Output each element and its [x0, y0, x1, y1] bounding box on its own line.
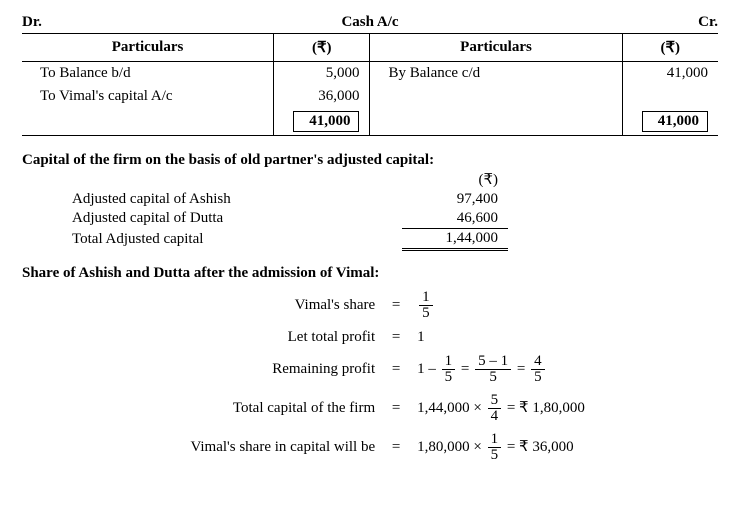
adj-value: 46,600: [402, 209, 508, 229]
calc-row: Remaining profit = 1 – 15 = 5 – 15 = 45: [149, 350, 591, 389]
adjusted-table: (₹) Adjusted capital of Ashish 97,400 Ad…: [62, 169, 508, 251]
dr-amt: 5,000: [274, 62, 370, 86]
calc-label: Vimal's share: [149, 286, 381, 325]
calc-row: Let total profit = 1: [149, 325, 591, 350]
table-row: Total Adjusted capital 1,44,000: [62, 229, 508, 250]
calc-expr: 1,80,000 × 15 = ₹ 36,000: [411, 428, 591, 467]
calc-row: Vimal's share in capital will be = 1,80,…: [149, 428, 591, 467]
col-amount-cr: (₹): [622, 34, 718, 62]
calc-expr: 1,44,000 × 54 = ₹ 1,80,000: [411, 389, 591, 428]
adj-value: 97,400: [402, 190, 508, 209]
cr-part: [370, 85, 622, 108]
adj-label: Adjusted capital of Ashish: [62, 190, 402, 209]
calc-expr: 1 – 15 = 5 – 15 = 45: [411, 350, 591, 389]
cr-part: By Balance c/d: [370, 62, 622, 86]
dr-part: To Balance b/d: [22, 62, 274, 86]
cr-total: 41,000: [642, 111, 708, 132]
adjusted-capital-section: Capital of the firm on the basis of old …: [22, 152, 718, 251]
account-title: Cash A/c: [42, 14, 698, 31]
share-calculations: Vimal's share = 15 Let total profit = 1 …: [149, 286, 591, 467]
adj-total-value: 1,44,000: [402, 229, 508, 250]
ledger-header: Dr. Cash A/c Cr.: [22, 14, 718, 31]
calc-label: Remaining profit: [149, 350, 381, 389]
col-particulars-cr: Particulars: [370, 34, 622, 62]
calc-expr: 15: [411, 286, 591, 325]
dr-total: 41,000: [293, 111, 359, 132]
dr-part: To Vimal's capital A/c: [22, 85, 274, 108]
col-particulars-dr: Particulars: [22, 34, 274, 62]
share-title: Share of Ashish and Dutta after the admi…: [22, 265, 718, 282]
calc-label: Vimal's share in capital will be: [149, 428, 381, 467]
total-row: 41,000 41,000: [22, 108, 718, 136]
calc-expr: 1: [411, 325, 591, 350]
adj-label: Adjusted capital of Dutta: [62, 209, 402, 229]
calc-label: Total capital of the firm: [149, 389, 381, 428]
table-row: Adjusted capital of Ashish 97,400: [62, 190, 508, 209]
table-row: To Balance b/d 5,000 By Balance c/d 41,0…: [22, 62, 718, 86]
calc-row: Vimal's share = 15: [149, 286, 591, 325]
dr-label: Dr.: [22, 14, 42, 31]
cr-amt: [622, 85, 718, 108]
table-row: To Vimal's capital A/c 36,000: [22, 85, 718, 108]
adj-col-rupee: (₹): [402, 169, 508, 190]
adj-total-label: Total Adjusted capital: [62, 229, 402, 250]
calc-row: Total capital of the firm = 1,44,000 × 5…: [149, 389, 591, 428]
table-row: Adjusted capital of Dutta 46,600: [62, 209, 508, 229]
cr-amt: 41,000: [622, 62, 718, 86]
dr-amt: 36,000: [274, 85, 370, 108]
cash-account-table: Particulars (₹) Particulars (₹) To Balan…: [22, 33, 718, 136]
calc-label: Let total profit: [149, 325, 381, 350]
col-amount-dr: (₹): [274, 34, 370, 62]
cr-label: Cr.: [698, 14, 718, 31]
adjusted-title: Capital of the firm on the basis of old …: [22, 152, 434, 168]
